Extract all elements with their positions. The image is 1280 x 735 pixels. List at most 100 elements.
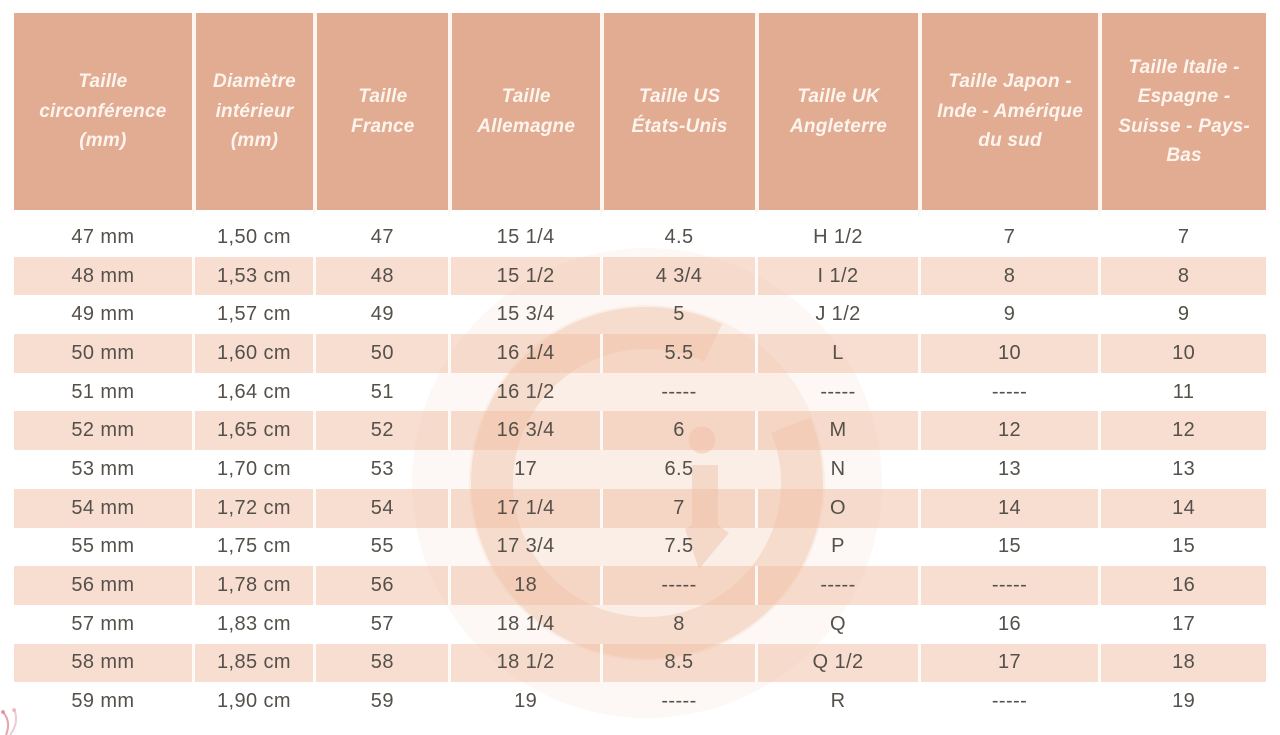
cell: 59 (370, 690, 394, 713)
cell: 56 (313, 566, 449, 605)
cell: 16 (998, 612, 1022, 635)
cell: 10 (1098, 334, 1266, 373)
cell: 47 (370, 225, 394, 248)
table-row: 54 mm 1,72 cm 54 17 1/4 7 O 14 14 (14, 488, 1266, 528)
cell: 49 mm (71, 303, 135, 326)
cell: 51 (370, 380, 394, 403)
cell: 4.5 (664, 225, 694, 248)
cell: 59 mm (71, 690, 135, 713)
cell: 11 (1172, 380, 1195, 403)
cell: 1,85 cm (191, 643, 314, 683)
cell: 1,64 cm (217, 380, 291, 403)
table-row: 53 mm 1,70 cm 53 17 6.5 N 13 13 (14, 450, 1266, 489)
cell: 47 mm (71, 225, 135, 248)
cell: ----- (917, 566, 1099, 605)
cell: 48 (313, 256, 449, 296)
cell: 9 (1177, 303, 1190, 326)
cell: 1,72 cm (191, 488, 314, 528)
table-row: 52 mm 1,65 cm 52 16 3/4 6 M 12 12 (14, 411, 1266, 451)
column-header-1: Taille circonférence (mm) (14, 13, 192, 218)
cell: 1,53 cm (191, 256, 314, 296)
table-row: 56 mm 1,78 cm 56 18 ----- ----- ----- 16 (14, 566, 1266, 605)
cell: 16 (1098, 566, 1266, 605)
cell: J 1/2 (815, 303, 861, 326)
cell: 18 1/2 (448, 643, 600, 683)
cell: 5 (673, 303, 685, 326)
cell: 18 1/4 (496, 612, 555, 635)
cell: ----- (991, 380, 1028, 403)
cell: 55 mm (71, 535, 135, 558)
cell: 1,60 cm (191, 334, 314, 373)
cell: 1,50 cm (217, 225, 291, 248)
column-header-3: Taille France (313, 13, 449, 218)
column-header-7: Taille Japon - Inde - Amérique du sud (917, 13, 1099, 218)
cell: N (830, 457, 846, 480)
cell: 19 (514, 690, 538, 713)
cell: 14 (917, 488, 1099, 528)
cell: 57 mm (71, 612, 135, 635)
cell: 1,57 cm (217, 303, 291, 326)
cell: 8 (917, 256, 1099, 296)
cell: 12 (1098, 411, 1266, 451)
cell: ----- (599, 566, 756, 605)
cell: M (755, 411, 918, 451)
cell: Q (830, 612, 846, 635)
cell: 53 mm (71, 457, 135, 480)
cell: O (755, 488, 918, 528)
column-header-2: Diamètre intérieur (mm) (191, 13, 314, 218)
column-header-8: Taille Italie - Espagne - Suisse - Pays-… (1098, 13, 1266, 218)
cell: 17 1/4 (448, 488, 600, 528)
table-body: 47 mm 1,50 cm 47 15 1/4 4.5 H 1/2 7 7 48 mm 1,53 … (14, 218, 1266, 721)
column-header-4: Taille Allemagne (448, 13, 600, 218)
ring-size-conversion-table: Taille circonférence (mm) Diamètre intéri… (14, 13, 1266, 721)
cell: 6.5 (664, 457, 694, 480)
cell: Q 1/2 (755, 643, 918, 683)
cell: 52 (313, 411, 449, 451)
cell: 16 1/4 (448, 334, 600, 373)
cell: H 1/2 (813, 225, 863, 248)
cell: 6 (599, 411, 756, 451)
cell: 50 (313, 334, 449, 373)
cell: 1,90 cm (217, 690, 291, 713)
cell: 18 (448, 566, 600, 605)
table-row: 57 mm 1,83 cm 57 18 1/4 8 Q 16 17 (14, 605, 1266, 644)
cell: 7.5 (664, 535, 694, 558)
cell: 50 mm (14, 334, 192, 373)
cell: 15 1/2 (448, 256, 600, 296)
cell: 16 1/2 (496, 380, 555, 403)
cell: 1,65 cm (191, 411, 314, 451)
cell: 19 (1172, 690, 1196, 713)
cell: 5.5 (599, 334, 756, 373)
table-row: 49 mm 1,57 cm 49 15 3/4 5 J 1/2 9 9 (14, 295, 1266, 334)
cell: 12 (917, 411, 1099, 451)
table-row: 50 mm 1,60 cm 50 16 1/4 5.5 L 10 10 (14, 334, 1266, 373)
column-header-5: Taille US États-Unis (599, 13, 756, 218)
cell: 17 (514, 457, 538, 480)
cell: 1,75 cm (217, 535, 291, 558)
cell: 14 (1098, 488, 1266, 528)
cell: 17 3/4 (496, 535, 555, 558)
table-row: 55 mm 1,75 cm 55 17 3/4 7.5 P 15 15 (14, 528, 1266, 567)
cell: 18 (1098, 643, 1266, 683)
cell: 8 (1098, 256, 1266, 296)
column-header-6: Taille UK Angleterre (755, 13, 918, 218)
cell: ----- (820, 380, 856, 403)
table-row: 47 mm 1,50 cm 47 15 1/4 4.5 H 1/2 7 7 (14, 218, 1266, 257)
cell: 13 (998, 457, 1022, 480)
cell: 13 (1172, 457, 1196, 480)
table-row: 58 mm 1,85 cm 58 18 1/2 8.5 Q 1/2 17 18 (14, 643, 1266, 683)
cell: 53 (370, 457, 394, 480)
cell: 58 (313, 643, 449, 683)
cell: ----- (661, 380, 697, 403)
header-row: Taille circonférence (mm) Diamètre intéri… (14, 13, 1266, 218)
cell: 7 (599, 488, 756, 528)
cell: 8 (673, 612, 685, 635)
cell: 15 1/4 (496, 225, 555, 248)
table-row: 51 mm 1,64 cm 51 16 1/2 ----- ----- ----- 11 (14, 373, 1266, 412)
cell: 1,78 cm (191, 566, 314, 605)
cell: 17 (1172, 612, 1196, 635)
cell: 51 mm (71, 380, 135, 403)
cell: P (831, 535, 845, 558)
cell: ----- (755, 566, 918, 605)
cell: 54 (313, 488, 449, 528)
